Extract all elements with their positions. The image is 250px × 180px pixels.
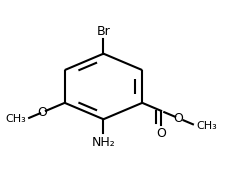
Text: NH₂: NH₂ (92, 136, 115, 149)
Text: O: O (156, 127, 166, 140)
Text: CH₃: CH₃ (196, 121, 217, 131)
Text: Br: Br (96, 25, 110, 38)
Text: CH₃: CH₃ (5, 114, 26, 124)
Text: O: O (37, 106, 47, 119)
Text: O: O (173, 112, 183, 125)
